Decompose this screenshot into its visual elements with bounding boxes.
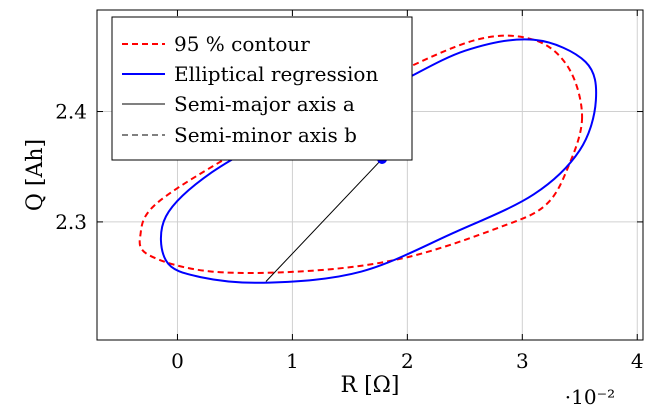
y-tick-label: 2.3: [55, 210, 87, 234]
y-axis-label: Q [Ah]: [23, 139, 48, 211]
series-2: [265, 158, 383, 282]
legend-label-semi-major: Semi-major axis a: [174, 92, 355, 116]
x-tick-label: 4: [631, 349, 644, 373]
x-tick-label: 2: [401, 349, 414, 373]
series-1: [159, 38, 598, 284]
legend-label-contour: 95 % contour: [174, 32, 310, 56]
x-tick-label: 3: [516, 349, 529, 373]
x-tick-label: 1: [286, 349, 299, 373]
x-tick-label: 0: [171, 349, 184, 373]
x-scale-label: ·10⁻²: [565, 385, 615, 409]
plot-frame: [96, 9, 644, 341]
x-axis-label: R [Ω]: [341, 373, 400, 398]
legend-label-regression: Elliptical regression: [174, 62, 378, 86]
legend-label-semi-minor: Semi-minor axis b: [174, 123, 357, 147]
series-0: [138, 34, 584, 274]
y-tick-label: 2.4: [55, 100, 87, 124]
legend-box: [111, 16, 413, 161]
ticks: 0 1 2 3 4 2.3 2.4: [55, 10, 644, 373]
legend: 95 % contour Elliptical regression Semi-…: [111, 16, 413, 161]
